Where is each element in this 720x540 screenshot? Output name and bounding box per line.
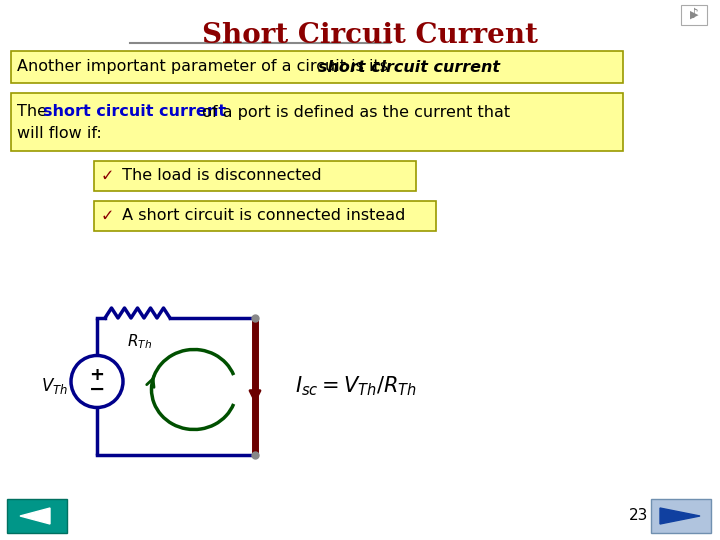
Text: ✓: ✓ [101,208,114,224]
Text: $I_{sc} = V_{Th}/R_{Th}$: $I_{sc} = V_{Th}/R_{Th}$ [295,375,417,399]
Text: of a port is defined as the current that: of a port is defined as the current that [197,105,510,119]
FancyBboxPatch shape [11,93,623,151]
Polygon shape [20,508,50,524]
Text: $V_{Th}$: $V_{Th}$ [42,376,68,396]
Text: The: The [17,105,52,119]
Text: +: + [89,366,104,383]
Text: short circuit current: short circuit current [43,105,226,119]
Text: A short circuit is connected instead: A short circuit is connected instead [117,208,405,224]
FancyBboxPatch shape [94,161,416,191]
Text: 23: 23 [629,509,648,523]
Text: ♪: ♪ [690,7,698,21]
Text: short circuit current: short circuit current [318,59,500,75]
Text: ✓: ✓ [101,168,114,184]
FancyBboxPatch shape [11,51,623,83]
Text: $R_{Th}$: $R_{Th}$ [127,332,152,350]
Text: Short Circuit Current: Short Circuit Current [202,22,538,49]
FancyBboxPatch shape [7,499,67,533]
FancyBboxPatch shape [651,499,711,533]
Text: The load is disconnected: The load is disconnected [117,168,322,184]
Text: −: − [89,380,105,399]
Text: ▶: ▶ [690,10,698,20]
Text: Another important parameter of a circuit is its: Another important parameter of a circuit… [17,59,393,75]
FancyBboxPatch shape [94,201,436,231]
Text: will flow if:: will flow if: [17,126,102,141]
FancyBboxPatch shape [681,5,707,25]
Polygon shape [660,508,700,524]
